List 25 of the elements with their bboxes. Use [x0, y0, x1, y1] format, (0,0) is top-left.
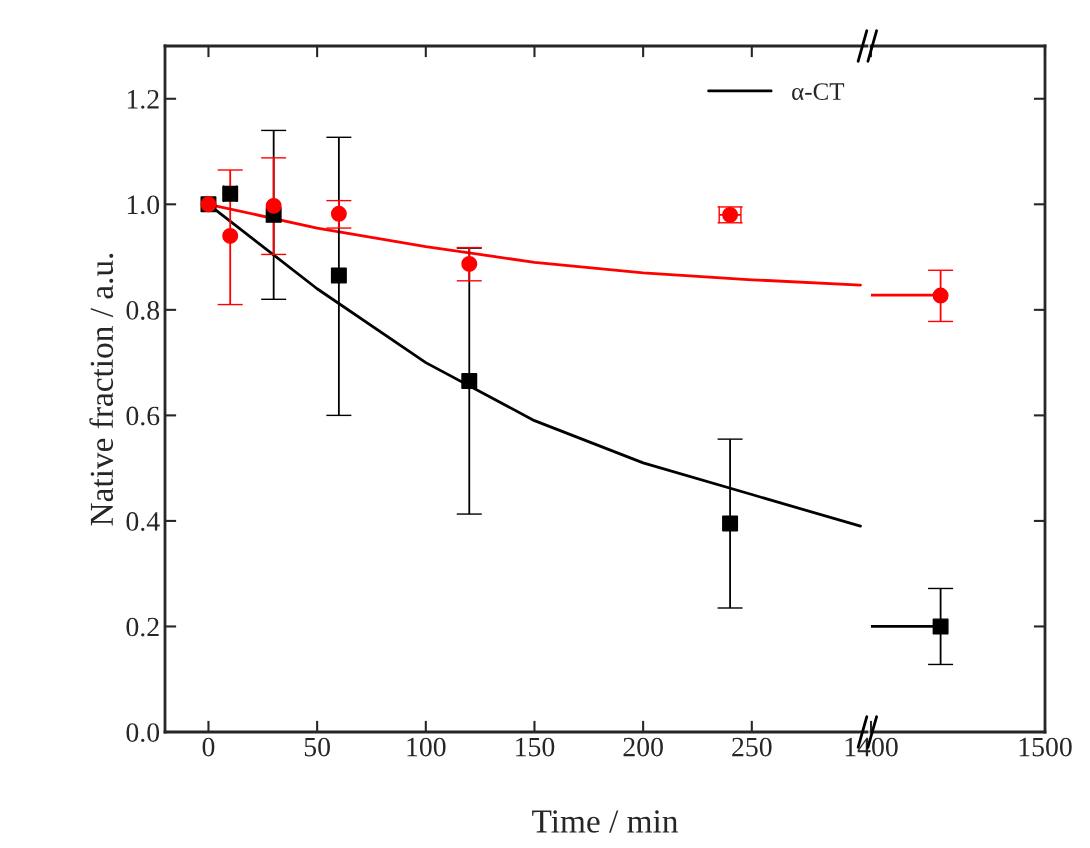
- y-tick-label: 0.6: [126, 406, 160, 426]
- y-tick-label: 0.4: [126, 512, 160, 531]
- y-tick-label: 1.2: [127, 90, 159, 109]
- x-tick-label: 1500: [1019, 737, 1072, 757]
- x-tick-label: 100: [407, 737, 446, 757]
- point: [265, 197, 282, 214]
- point: [722, 515, 739, 532]
- point: [222, 227, 239, 244]
- y-tick-label: 0.0: [126, 723, 160, 743]
- y-axis-title: Native fraction / a.u.: [89, 253, 114, 526]
- x-tick-label: 1400: [845, 737, 898, 757]
- point: [330, 205, 347, 222]
- x-tick-label: 0: [202, 737, 215, 757]
- y-tick-label: 0.2: [126, 617, 159, 637]
- y-tick-label: 1.0: [127, 195, 160, 215]
- x-tick-label: 50: [304, 737, 330, 757]
- x-tick-label: 150: [516, 737, 555, 757]
- point: [461, 373, 478, 390]
- point: [330, 267, 347, 284]
- x-tick-label: 250: [732, 737, 772, 757]
- x-tick-label: 200: [623, 737, 663, 757]
- x-axis-title: Time / min: [532, 810, 678, 833]
- legend-label: α-CT: [792, 83, 845, 100]
- point: [461, 255, 478, 272]
- y-tick-label: 0.8: [126, 301, 160, 320]
